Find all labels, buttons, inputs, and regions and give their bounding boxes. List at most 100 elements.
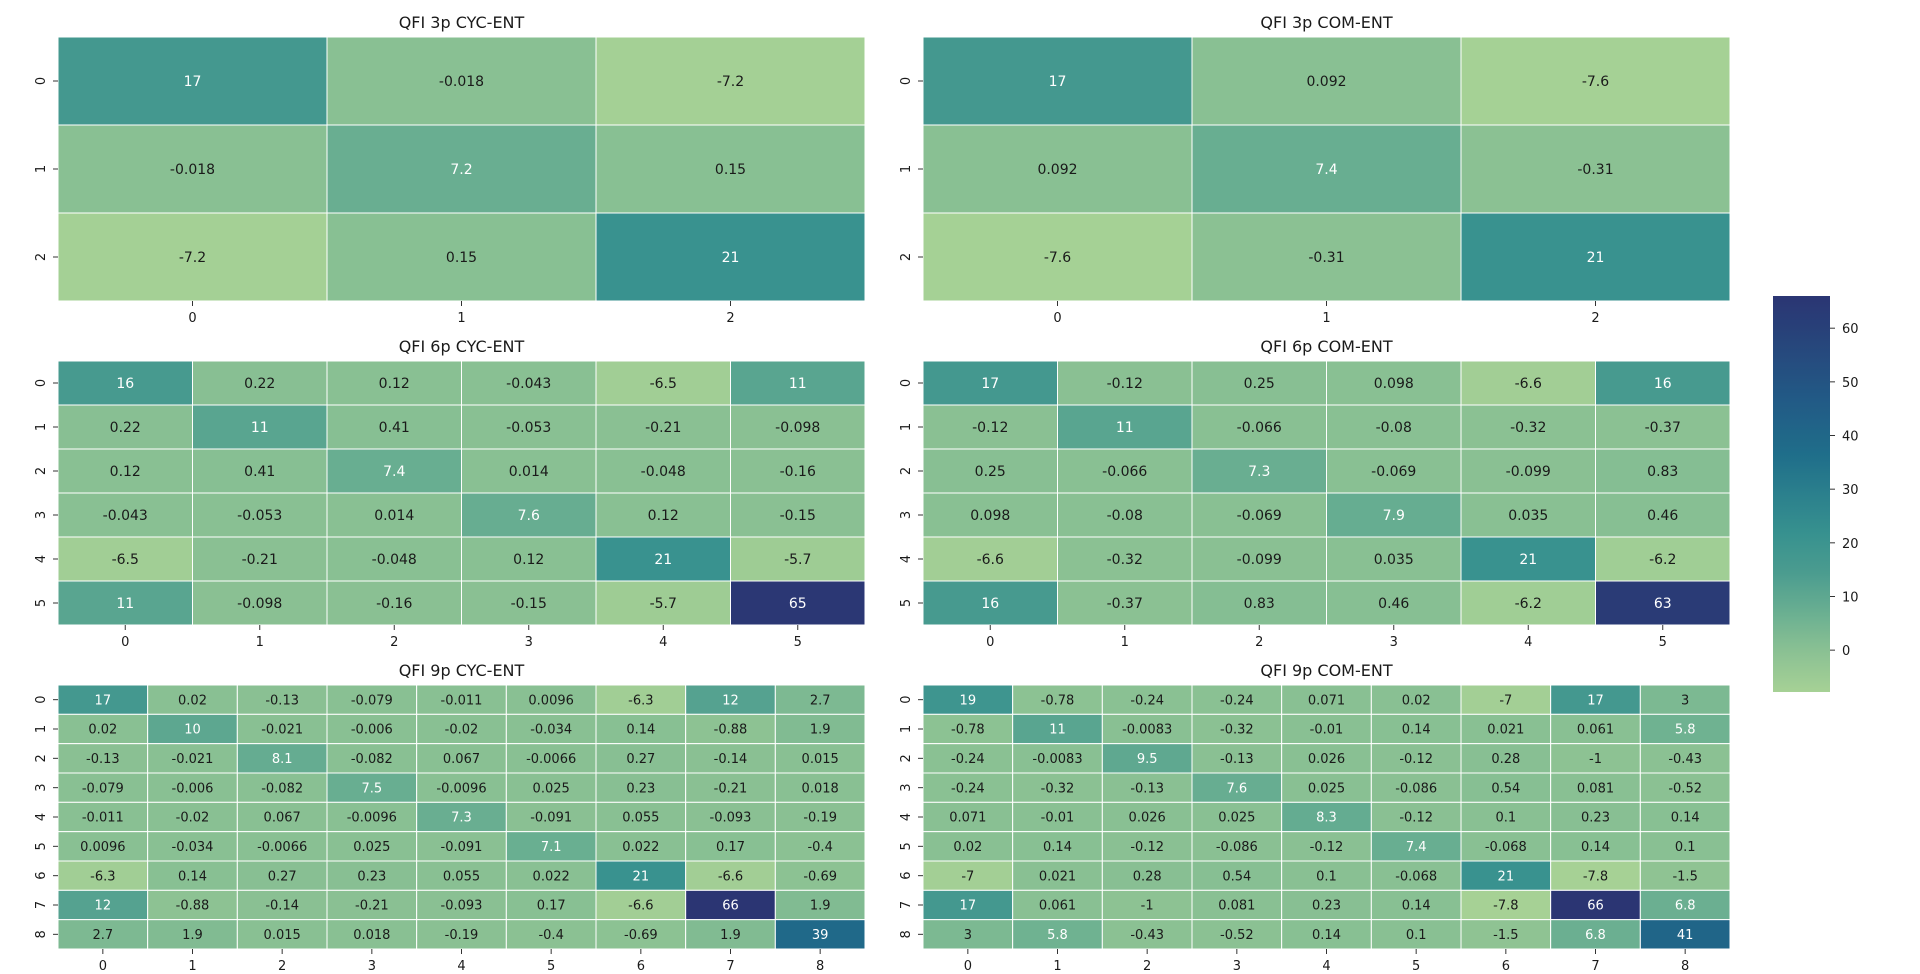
heatmap-cell-label: -0.018: [439, 74, 484, 90]
heatmap-cell: [595, 124, 866, 214]
heatmap-cell: [1191, 831, 1283, 862]
y-tick-label: 0: [34, 696, 49, 704]
heatmap-cell-label: -0.21: [242, 552, 278, 568]
heatmap-cell: [774, 801, 866, 833]
heatmap-cell-label: -0.018: [170, 162, 215, 178]
heatmap-cell-label: -0.08: [1107, 508, 1143, 524]
heatmap-title: QFI 9p COM-ENT: [1260, 661, 1392, 680]
heatmap-cell-label: -0.32: [1041, 781, 1075, 796]
heatmap-cell-label: 0.14: [1581, 840, 1610, 855]
heatmap-cell: [1370, 713, 1462, 745]
heatmap-cell-label: -0.12: [1399, 811, 1433, 826]
heatmap-cell-label: -0.0096: [347, 811, 397, 826]
heatmap-cell: [595, 492, 731, 538]
heatmap-cell-label: 66: [722, 899, 739, 914]
heatmap-cell-label: 16: [981, 596, 999, 612]
heatmap-cell-label: -7: [1499, 693, 1512, 708]
heatmap-cell: [1281, 713, 1372, 745]
heatmap-cell: [1460, 212, 1731, 302]
heatmap-cell-label: -0.068: [1485, 840, 1527, 855]
heatmap-cell-label: 3: [964, 928, 972, 943]
heatmap-cell-label: 0.12: [513, 552, 544, 568]
heatmap-cell: [326, 580, 462, 626]
heatmap-cell: [147, 831, 238, 862]
heatmap-cell: [1460, 684, 1552, 715]
heatmap-cell-label: 0.021: [1039, 869, 1076, 884]
heatmap-cell: [416, 860, 507, 891]
heatmap-cell-label: 12: [95, 899, 112, 914]
heatmap-cell: [1101, 889, 1193, 921]
heatmap-cell-label: -0.13: [1220, 752, 1254, 767]
heatmap-cell: [595, 684, 687, 715]
heatmap-cell-label: -0.37: [1107, 596, 1143, 612]
heatmap-cell: [595, 404, 731, 450]
heatmap-cell-label: 0.098: [970, 508, 1010, 524]
heatmap-cell-label: -0.01: [1041, 811, 1075, 826]
heatmap-cell-label: -0.4: [538, 928, 563, 943]
heatmap-cell-label: -0.43: [1130, 928, 1164, 943]
heatmap-cell: [1460, 831, 1552, 862]
colorbar-tick-label: 30: [1842, 483, 1859, 498]
x-tick-label: 8: [1681, 959, 1689, 974]
heatmap-cell: [774, 743, 866, 774]
heatmap-cell: [57, 860, 149, 891]
heatmap-cell-label: -0.12: [1107, 376, 1143, 392]
heatmap-cell-label: 0.081: [1218, 899, 1255, 914]
heatmap-cell: [147, 743, 238, 774]
heatmap-cell-label: -0.88: [176, 899, 210, 914]
heatmap-cell: [236, 889, 328, 921]
heatmap-cell-label: 8.3: [1316, 811, 1337, 826]
heatmap-cell-label: 6.8: [1675, 899, 1696, 914]
heatmap-cell-label: 0.27: [268, 869, 297, 884]
x-tick-label: 5: [1412, 959, 1420, 974]
heatmap-cell-label: 16: [116, 376, 134, 392]
heatmap-panel-5: QFI 9p COM-ENT 19 -0.78 -0.24 -0.24 0.071 0.02…: [899, 661, 1731, 974]
heatmap-cell-label: 0.1: [1406, 928, 1427, 943]
heatmap-cell-label: 21: [654, 552, 672, 568]
heatmap-cell: [1191, 536, 1327, 582]
heatmap-cell-label: 21: [722, 250, 740, 266]
heatmap-cell: [1057, 448, 1193, 494]
heatmap-cell-label: -0.19: [445, 928, 479, 943]
heatmap-cell-label: 17: [95, 693, 112, 708]
heatmap-cell: [1012, 772, 1103, 803]
heatmap-cell: [1595, 448, 1731, 494]
heatmap-cell: [192, 360, 328, 406]
heatmap-cell-label: 0.17: [537, 899, 566, 914]
heatmap-cell-label: -0.19: [803, 811, 837, 826]
heatmap-cell-label: -0.69: [624, 928, 658, 943]
heatmap-cell-label: 0.025: [1308, 781, 1345, 796]
heatmap-cell: [730, 536, 866, 582]
heatmap-cell: [1550, 801, 1641, 833]
heatmap-cell: [685, 919, 776, 950]
heatmap-cell-label: 0.025: [353, 840, 390, 855]
heatmap-cell: [922, 360, 1058, 406]
heatmap-cell: [774, 860, 866, 891]
heatmap-cell-label: -0.14: [714, 752, 748, 767]
heatmap-cell: [147, 919, 238, 950]
x-tick-label: 3: [1390, 635, 1398, 650]
heatmap-cell-label: 0.02: [953, 840, 982, 855]
heatmap-cell-label: -0.082: [351, 752, 393, 767]
heatmap-cell-label: 0.54: [1222, 869, 1251, 884]
heatmap-cell-label: 1.9: [810, 723, 831, 738]
heatmap-cell: [774, 713, 866, 745]
heatmap-cell: [1460, 919, 1552, 950]
heatmap-cell-label: -0.21: [645, 420, 681, 436]
heatmap-cell: [461, 492, 597, 538]
y-tick-label: 5: [899, 599, 914, 607]
heatmap-cell-label: -0.093: [710, 811, 752, 826]
heatmap-cell-label: -0.15: [780, 508, 816, 524]
heatmap-cell: [192, 448, 328, 494]
heatmap-cell: [1326, 536, 1462, 582]
heatmap-cell-label: 0.035: [1374, 552, 1414, 568]
heatmap-cell-label: -0.079: [351, 693, 393, 708]
heatmap-cell-label: -0.091: [530, 811, 572, 826]
heatmap-cell-label: 7.3: [451, 811, 472, 826]
y-tick-label: 2: [899, 253, 914, 261]
heatmap-cell-label: -0.02: [176, 811, 210, 826]
heatmap-cell: [1550, 889, 1641, 921]
heatmap-cell: [685, 801, 776, 833]
heatmap-cell-label: 0.12: [379, 376, 410, 392]
heatmap-cell-label: -1.5: [1672, 869, 1697, 884]
